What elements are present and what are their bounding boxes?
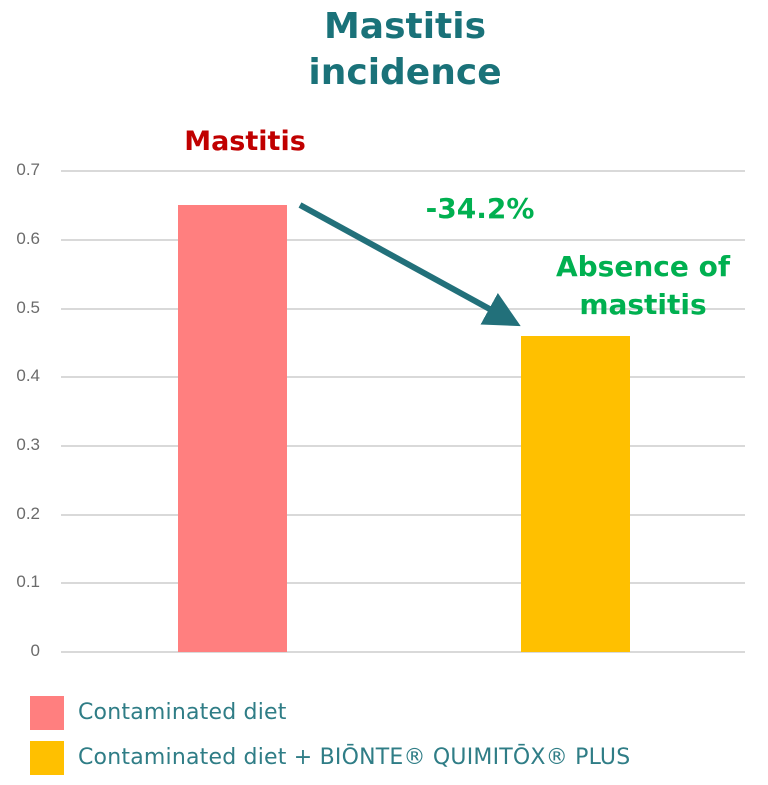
- legend-swatch-treated: [30, 740, 64, 775]
- gridline: [61, 513, 745, 516]
- gridline: [61, 651, 745, 653]
- y-tick-label: 0.2: [16, 503, 40, 523]
- gridline: [61, 582, 745, 585]
- legend-item-treated: Contaminated diet + BIŌNTE® QUIMITŌX® PL…: [30, 735, 630, 780]
- chart-title: Mastitis incidence: [0, 4, 768, 96]
- bar-contaminated: [178, 205, 287, 652]
- y-tick-label: 0.5: [16, 297, 40, 317]
- bar2-annotation: Absence of mastitis: [538, 248, 748, 324]
- legend: Contaminated diet Contaminated diet + BI…: [30, 690, 630, 780]
- legend-label-treated: Contaminated diet + BIŌNTE® QUIMITŌX® PL…: [78, 745, 631, 770]
- bar1-annotation: Mastitis: [184, 126, 306, 157]
- gridline: [61, 307, 745, 310]
- legend-item-contaminated: Contaminated diet: [30, 690, 630, 735]
- gridline: [61, 376, 745, 379]
- y-tick-label: 0.6: [16, 228, 40, 248]
- gridline: [61, 238, 745, 241]
- gridline: [61, 170, 745, 173]
- legend-swatch-contaminated: [30, 695, 64, 730]
- legend-label-contaminated: Contaminated diet: [78, 700, 287, 725]
- y-tick-label: 0.4: [16, 366, 40, 386]
- bar2-annotation-line-1: Absence of: [555, 250, 731, 283]
- gridline: [61, 444, 745, 447]
- bar-treated: [521, 335, 630, 652]
- y-tick-label: 0.7: [16, 160, 40, 180]
- change-annotation: -34.2%: [425, 192, 535, 225]
- y-tick-label: 0.3: [16, 434, 40, 454]
- chart-title-line-1: Mastitis: [323, 6, 487, 47]
- y-tick-label: 0.1: [16, 572, 40, 592]
- bar2-annotation-line-2: mastitis: [579, 288, 707, 321]
- y-tick-label: 0: [30, 641, 40, 660]
- chart-title-line-2: incidence: [308, 52, 502, 93]
